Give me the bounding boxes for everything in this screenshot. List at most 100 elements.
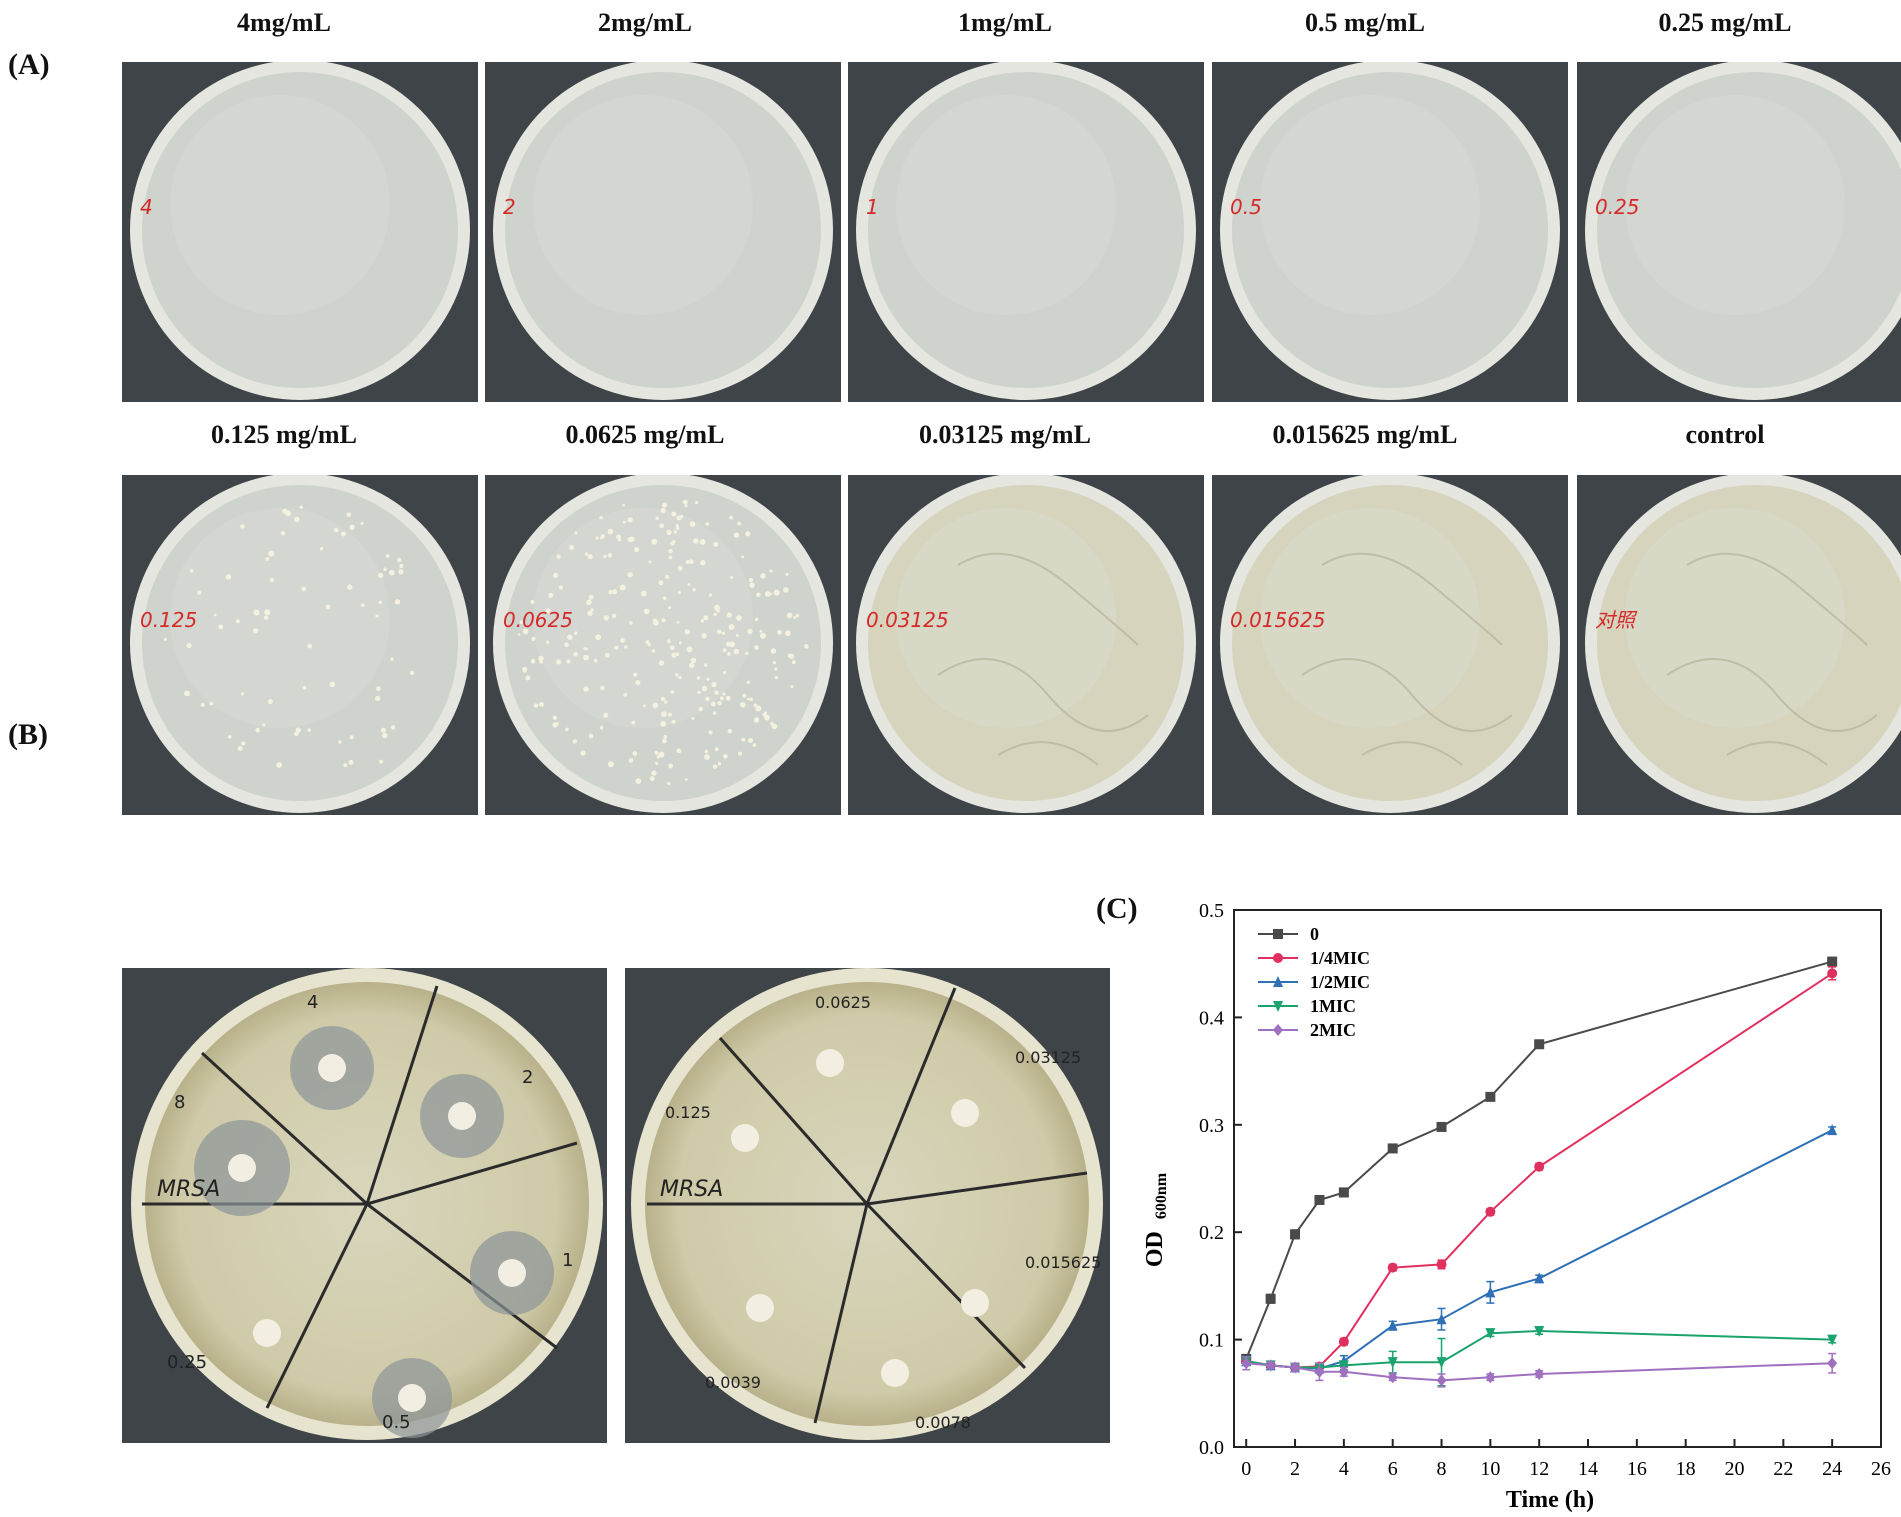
colony	[793, 616, 796, 619]
colony	[790, 685, 794, 689]
colony	[726, 612, 732, 618]
plate-marker-label: 4	[140, 195, 153, 219]
colony	[708, 593, 712, 597]
colony	[693, 538, 699, 544]
colony	[705, 522, 710, 526]
colony	[641, 590, 647, 597]
data-point	[1436, 1313, 1447, 1325]
plate-marker-label: 对照	[1595, 608, 1638, 632]
sector-label: 4	[307, 992, 318, 1013]
colony	[748, 738, 753, 743]
colony	[343, 763, 348, 768]
colony	[722, 692, 726, 696]
colony	[398, 569, 404, 575]
plate-label: 0.25 mg/mL	[1658, 8, 1792, 37]
x-tick-label: 4	[1339, 1458, 1349, 1480]
legend-item: 1/4MIC	[1258, 948, 1370, 968]
colony	[410, 670, 415, 675]
data-point	[1827, 1334, 1838, 1346]
colony	[727, 728, 733, 734]
colony	[670, 690, 675, 694]
colony	[530, 658, 536, 664]
colony	[740, 702, 746, 708]
colony	[627, 537, 633, 543]
colony	[688, 559, 694, 565]
colony	[189, 569, 194, 573]
colony	[623, 693, 628, 697]
colony	[660, 721, 667, 727]
colony	[631, 720, 636, 725]
data-point	[1827, 1124, 1838, 1136]
colony	[741, 737, 746, 742]
colony	[375, 614, 379, 618]
colony	[661, 618, 666, 623]
colony	[594, 658, 598, 663]
colony	[701, 685, 708, 692]
data-point	[1290, 1361, 1301, 1374]
colony	[608, 590, 613, 595]
colony	[658, 660, 665, 666]
colony	[522, 628, 529, 635]
plate-label: 0.5 mg/mL	[1305, 8, 1425, 37]
agar-plate-photo: 0.5	[1212, 62, 1568, 402]
colony	[752, 743, 757, 747]
colony	[741, 555, 744, 559]
plate-glare	[1260, 508, 1480, 728]
x-tick-label: 22	[1773, 1458, 1793, 1480]
plate-agar	[1597, 485, 1901, 801]
colony	[749, 697, 753, 702]
colony	[748, 578, 753, 583]
colony	[604, 652, 610, 658]
colony	[667, 639, 671, 643]
series-0	[1241, 956, 1838, 1364]
growth-curve-chart: 0 2 4 6 8 10 12 14 16 18 20 22 24 260.00.10.20.30.40.…	[1142, 900, 1891, 1513]
colony	[616, 534, 622, 540]
colony	[764, 714, 770, 721]
colony	[200, 702, 205, 707]
colony	[186, 643, 192, 649]
plate-glare	[170, 508, 390, 728]
colony	[671, 719, 676, 724]
colony	[670, 541, 675, 546]
colony	[390, 725, 396, 730]
plate-glare	[1260, 95, 1480, 315]
colony	[742, 693, 747, 698]
colony	[756, 592, 761, 597]
plate-label: 4mg/mL	[237, 8, 331, 37]
colony	[662, 502, 668, 508]
colony	[624, 645, 628, 649]
colony	[218, 624, 224, 630]
bacterial-lawn	[1666, 552, 1878, 766]
colony	[717, 701, 722, 706]
colony	[574, 631, 578, 635]
colony	[253, 628, 259, 634]
plate-marker-label: 0.5	[1230, 195, 1262, 219]
sector-label: 0.5	[382, 1412, 411, 1433]
agar-plate: 0.125	[130, 475, 470, 813]
legend-label: 2MIC	[1310, 1020, 1356, 1040]
sector-lines	[647, 987, 1088, 1424]
colony	[525, 675, 531, 681]
colony	[522, 669, 527, 673]
x-tick-label: 20	[1725, 1458, 1745, 1480]
colony	[225, 574, 232, 580]
x-tick-label: 26	[1871, 1458, 1891, 1480]
colony	[360, 521, 364, 525]
colony	[759, 629, 763, 633]
colony	[558, 585, 563, 590]
agar-plate: 2	[493, 62, 833, 400]
colony	[699, 539, 706, 545]
colony	[713, 612, 717, 617]
colony	[607, 761, 614, 768]
colony	[632, 751, 638, 756]
colony	[660, 507, 666, 514]
colony	[184, 690, 190, 697]
colony	[553, 572, 559, 578]
colony	[349, 735, 354, 740]
colony	[773, 589, 780, 596]
colony	[268, 550, 275, 557]
colony	[700, 560, 706, 566]
colony	[612, 589, 618, 595]
colony	[600, 534, 605, 539]
colony	[705, 696, 710, 702]
